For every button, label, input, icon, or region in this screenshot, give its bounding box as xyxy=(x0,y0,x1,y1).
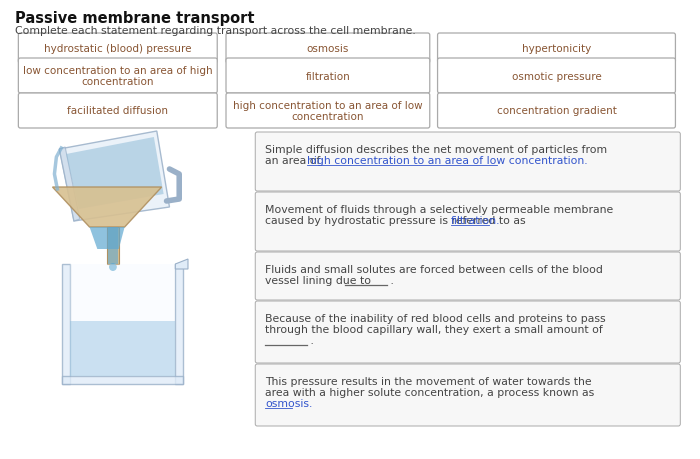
Text: Simple diffusion describes the net movement of particles from: Simple diffusion describes the net movem… xyxy=(265,145,607,155)
Text: concentration gradient: concentration gradient xyxy=(496,106,617,116)
FancyBboxPatch shape xyxy=(256,252,680,300)
Text: high concentration to an area of low
concentration: high concentration to an area of low con… xyxy=(233,101,423,122)
Bar xyxy=(62,376,183,384)
Text: .: . xyxy=(307,335,314,345)
Text: Complete each statement regarding transport across the cell membrane.: Complete each statement regarding transp… xyxy=(15,26,416,36)
Polygon shape xyxy=(60,132,169,222)
Polygon shape xyxy=(175,259,188,269)
FancyBboxPatch shape xyxy=(226,34,430,64)
FancyBboxPatch shape xyxy=(438,34,676,64)
FancyBboxPatch shape xyxy=(256,193,680,252)
Text: osmotic pressure: osmotic pressure xyxy=(512,71,601,81)
Text: Movement of fluids through a selectively permeable membrane: Movement of fluids through a selectively… xyxy=(265,205,613,214)
Bar xyxy=(70,264,175,376)
FancyBboxPatch shape xyxy=(18,94,217,129)
FancyBboxPatch shape xyxy=(226,59,430,94)
Polygon shape xyxy=(60,148,80,222)
Text: high concentration to an area of low concentration.: high concentration to an area of low con… xyxy=(307,156,587,166)
Bar xyxy=(70,321,175,376)
Text: Passive membrane transport: Passive membrane transport xyxy=(15,11,255,26)
Polygon shape xyxy=(90,228,125,249)
Polygon shape xyxy=(52,188,162,228)
Text: Because of the inability of red blood cells and proteins to pass: Because of the inability of red blood ce… xyxy=(265,313,606,323)
Bar xyxy=(62,264,70,384)
Bar xyxy=(175,264,183,384)
FancyBboxPatch shape xyxy=(226,94,430,129)
FancyBboxPatch shape xyxy=(438,94,676,129)
FancyBboxPatch shape xyxy=(18,34,217,64)
Text: filtration: filtration xyxy=(305,71,350,81)
Text: facilitated diffusion: facilitated diffusion xyxy=(67,106,168,116)
Text: hypertonicity: hypertonicity xyxy=(522,44,591,54)
FancyBboxPatch shape xyxy=(256,364,680,426)
Text: low concentration to an area of high
concentration: low concentration to an area of high con… xyxy=(23,66,213,87)
Text: hydrostatic (blood) pressure: hydrostatic (blood) pressure xyxy=(44,44,192,54)
Text: .: . xyxy=(386,275,393,285)
Text: an area of: an area of xyxy=(265,156,324,166)
Circle shape xyxy=(109,263,117,271)
Bar xyxy=(108,228,118,264)
Text: caused by hydrostatic pressure is referred to as: caused by hydrostatic pressure is referr… xyxy=(265,216,529,225)
FancyBboxPatch shape xyxy=(256,302,680,363)
Text: area with a higher solute concentration, a process known as: area with a higher solute concentration,… xyxy=(265,387,594,397)
Text: filtration.: filtration. xyxy=(452,216,500,225)
FancyBboxPatch shape xyxy=(18,59,217,94)
Bar xyxy=(107,228,119,264)
FancyBboxPatch shape xyxy=(256,133,680,191)
Text: Fluids and small solutes are forced between cells of the blood: Fluids and small solutes are forced betw… xyxy=(265,264,603,274)
Text: osmosis.: osmosis. xyxy=(265,398,312,408)
Polygon shape xyxy=(66,138,164,210)
Text: vessel lining due to: vessel lining due to xyxy=(265,275,374,285)
Text: through the blood capillary wall, they exert a small amount of: through the blood capillary wall, they e… xyxy=(265,325,603,334)
FancyBboxPatch shape xyxy=(438,59,676,94)
Text: This pressure results in the movement of water towards the: This pressure results in the movement of… xyxy=(265,376,592,386)
Text: osmosis: osmosis xyxy=(307,44,349,54)
